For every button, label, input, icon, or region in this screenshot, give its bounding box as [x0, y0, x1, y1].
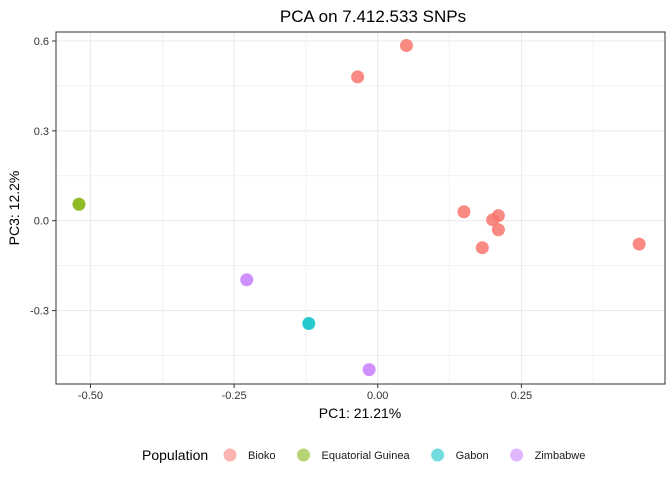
point-gabon [302, 316, 316, 330]
legend-label-equatorial-guinea: Equatorial Guinea [322, 450, 411, 462]
point-zimbabwe [240, 273, 254, 287]
point-bioko [632, 237, 646, 251]
y-tick-label: -0.3 [30, 306, 49, 318]
grid [56, 32, 666, 384]
point-bioko [491, 209, 505, 223]
legend-label-zimbabwe: Zimbabwe [535, 450, 586, 462]
y-axis-title: PC3: 12.2% [6, 171, 22, 246]
legend-label-bioko: Bioko [248, 450, 276, 462]
point-zimbabwe [362, 363, 376, 377]
x-axis-ticks: -0.50 -0.25 0.00 0.25 [78, 384, 532, 402]
x-tick-label: -0.50 [78, 390, 103, 402]
data-points [72, 38, 646, 377]
legend-label-gabon: Gabon [456, 450, 489, 462]
point-bioko [475, 241, 489, 255]
legend-key-equatorial-guinea [297, 448, 311, 462]
legend-key-zimbabwe [510, 448, 524, 462]
legend-title: Population [142, 447, 208, 463]
legend: Population Bioko Equatorial Guinea Gabon Zi… [142, 447, 585, 463]
y-tick-label: 0.6 [34, 36, 49, 48]
plot-border [55, 31, 666, 385]
point-bioko [491, 223, 505, 237]
x-tick-label: 0.00 [367, 390, 388, 402]
y-tick-label: 0.0 [34, 216, 49, 228]
legend-key-bioko [223, 448, 237, 462]
legend-key-gabon [431, 448, 445, 462]
point-bioko [399, 38, 413, 52]
x-tick-label: -0.25 [222, 390, 247, 402]
x-tick-label: 0.25 [511, 390, 532, 402]
point-equatorial-guinea [72, 197, 86, 211]
point-bioko [457, 205, 471, 219]
y-axis-ticks: -0.3 0.0 0.3 0.6 [30, 36, 56, 318]
chart-title: PCA on 7.412.533 SNPs [280, 7, 466, 26]
x-axis-title: PC1: 21.21% [319, 405, 402, 421]
y-tick-label: 0.3 [34, 126, 49, 138]
point-bioko [351, 70, 365, 84]
